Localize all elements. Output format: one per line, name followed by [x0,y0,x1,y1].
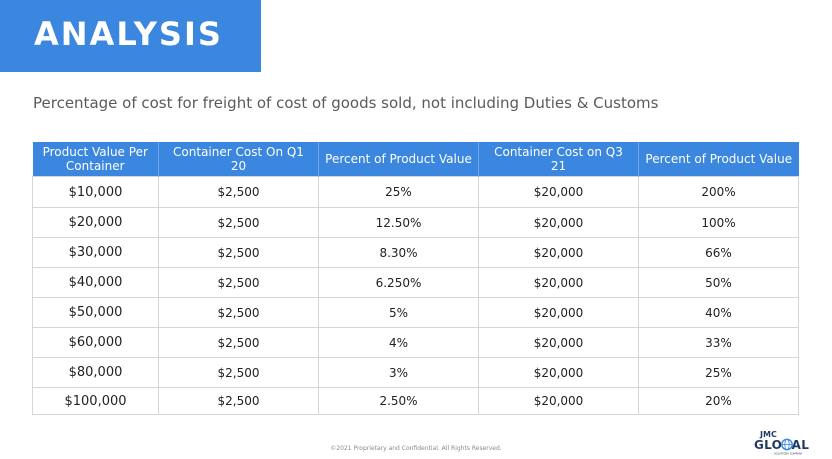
table-row: $50,000 $2,500 5% $20,000 40% [32,297,799,328]
cell-percent-q3-21: 33% [638,327,799,358]
cell-percent-q1-20: 5% [318,297,479,328]
header-container-cost-q1-20: Container Cost On Q1 20 [158,142,319,177]
jmc-global-logo: JMC GLOBAL SOLUTIONS COMPANY [754,430,809,456]
cell-container-cost-q3-21: $20,000 [478,327,639,358]
cell-product-value: $40,000 [32,267,159,298]
cell-percent-q3-21: 25% [638,357,799,388]
cell-percent-q1-20: 8.30% [318,237,479,268]
cell-container-cost-q3-21: $20,000 [478,267,639,298]
cell-percent-q3-21: 50% [638,267,799,298]
cell-container-cost-q1-20: $2,500 [158,207,319,238]
cell-percent-q1-20: 2.50% [318,387,479,415]
table-row: $100,000 $2,500 2.50% $20,000 20% [32,387,799,415]
cell-container-cost-q1-20: $2,500 [158,176,319,208]
table-header-row: Product Value Per Container Container Co… [32,142,799,177]
table-row: $40,000 $2,500 6.250% $20,000 50% [32,267,799,298]
cell-product-value: $80,000 [32,357,159,388]
table-row: $10,000 $2,500 25% $20,000 200% [32,176,799,208]
cell-product-value: $20,000 [32,207,159,238]
cell-product-value: $60,000 [32,327,159,358]
cell-percent-q3-21: 40% [638,297,799,328]
subtitle: Percentage of cost for freight of cost o… [33,94,659,112]
title-banner: ANALYSIS [0,0,261,72]
copyright-footer: ©2021 Proprietary and Confidential. All … [330,445,502,452]
cell-percent-q1-20: 3% [318,357,479,388]
logo-top-text: JMC [759,430,777,439]
table-row: $20,000 $2,500 12.50% $20,000 100% [32,207,799,238]
header-container-cost-q3-21: Container Cost on Q3 21 [478,142,639,177]
logo-tagline: SOLUTIONS COMPANY [774,452,803,456]
cell-container-cost-q1-20: $2,500 [158,387,319,415]
table-row: $30,000 $2,500 8.30% $20,000 66% [32,237,799,268]
cell-container-cost-q3-21: $20,000 [478,207,639,238]
cell-container-cost-q3-21: $20,000 [478,297,639,328]
cell-container-cost-q1-20: $2,500 [158,237,319,268]
cell-percent-q1-20: 6.250% [318,267,479,298]
cell-container-cost-q3-21: $20,000 [478,237,639,268]
freight-cost-table: Product Value Per Container Container Co… [32,142,799,415]
header-percent-q3-21: Percent of Product Value [638,142,799,177]
cell-container-cost-q1-20: $2,500 [158,357,319,388]
table-row: $60,000 $2,500 4% $20,000 33% [32,327,799,358]
cell-container-cost-q1-20: $2,500 [158,327,319,358]
cell-percent-q1-20: 12.50% [318,207,479,238]
cell-percent-q3-21: 200% [638,176,799,208]
cell-percent-q1-20: 4% [318,327,479,358]
cell-container-cost-q1-20: $2,500 [158,267,319,298]
globe-icon [781,438,793,451]
header-percent-q1-20: Percent of Product Value [318,142,479,177]
cell-percent-q1-20: 25% [318,176,479,208]
cell-product-value: $30,000 [32,237,159,268]
cell-container-cost-q1-20: $2,500 [158,297,319,328]
cell-percent-q3-21: 66% [638,237,799,268]
table-row: $80,000 $2,500 3% $20,000 25% [32,357,799,388]
page-title: ANALYSIS [34,15,223,53]
header-product-value: Product Value Per Container [32,142,159,177]
cell-percent-q3-21: 20% [638,387,799,415]
cell-percent-q3-21: 100% [638,207,799,238]
cell-product-value: $10,000 [32,176,159,208]
cell-product-value: $50,000 [32,297,159,328]
cell-container-cost-q3-21: $20,000 [478,176,639,208]
cell-container-cost-q3-21: $20,000 [478,357,639,388]
cell-container-cost-q3-21: $20,000 [478,387,639,415]
cell-product-value: $100,000 [32,387,159,415]
